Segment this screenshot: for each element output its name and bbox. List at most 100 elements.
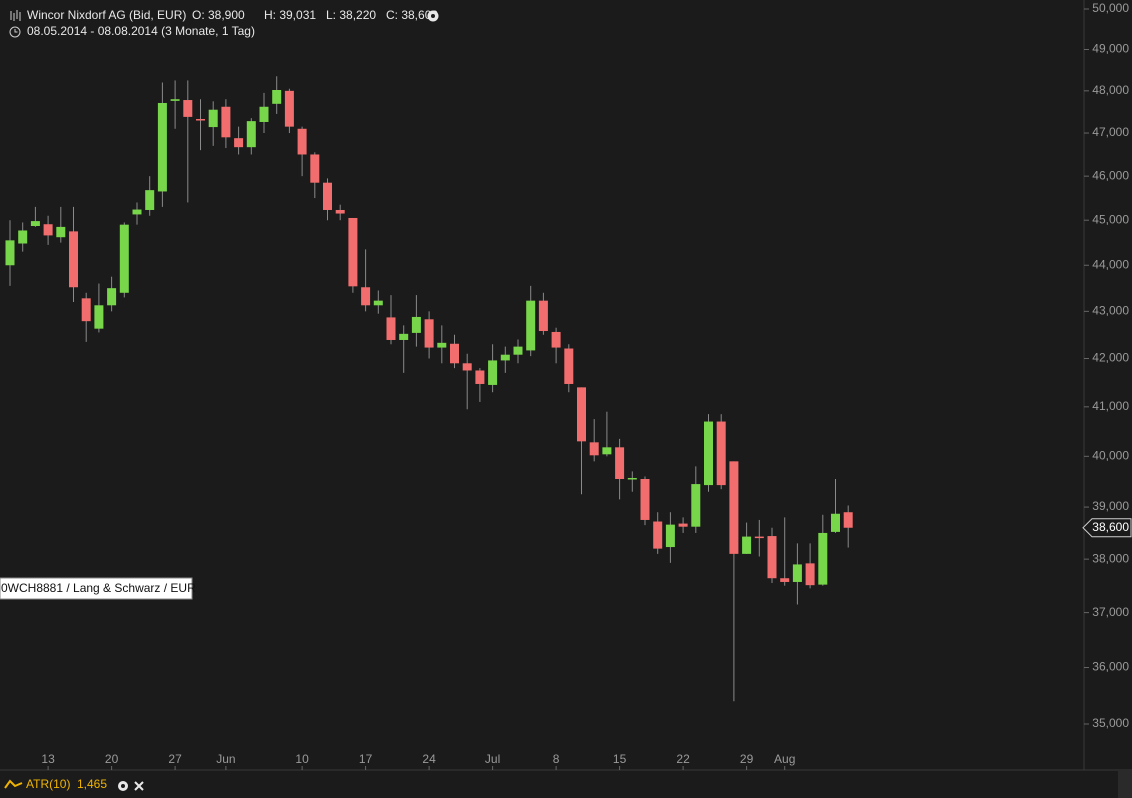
indicator-settings[interactable] [118,781,128,791]
candle-body [665,524,675,548]
y-tick-label: 43,000 [1092,304,1129,318]
scroll-handle[interactable] [1118,770,1132,798]
candle-body [437,342,447,348]
candle-body [450,343,459,364]
chart-subtitle: 08.05.2014 - 08.08.2014 (3 Monate, 1 Tag… [27,24,255,38]
candle-body [81,298,91,322]
quote: O: 38,900 H: 39,031 L: 38,220 C: 38,600 [192,8,438,22]
x-tick-label: 20 [105,752,119,766]
candle-body [691,484,701,527]
candle-body [272,89,282,104]
candle-body [145,190,155,210]
candle-body [843,512,853,528]
candle-body [246,121,256,148]
candle-body [94,305,104,329]
candle-body [335,209,345,214]
candle-body [653,521,663,549]
candle-body [411,316,421,333]
x-tick-label: Aug [774,752,795,766]
candle-body [373,300,383,306]
y-tick-label: 35,000 [1092,716,1129,730]
x-tick-label: 27 [168,752,182,766]
candle-body [399,333,409,340]
candle-body [818,532,828,585]
candle-body [196,119,205,121]
source-label: 0WCH8881 / Lang & Schwarz / EUR [1,581,196,595]
y-tick-label: 46,000 [1092,168,1129,182]
candle-body [424,319,434,348]
candle-body [513,346,523,355]
bars-icon [10,10,21,21]
x-tick-label: Jul [485,752,500,766]
candle-body [577,387,586,442]
x-tick-label: 29 [740,752,754,766]
candle-body [729,461,739,554]
x-tick-label: 8 [553,752,560,766]
candle-body [43,224,53,236]
candle-body [157,102,167,192]
last-price-tag [1082,518,1132,538]
candle-body [831,513,840,532]
candle-body [767,536,777,579]
candle-body [602,447,612,455]
source-box [0,577,193,600]
y-tick-label: 42,000 [1092,351,1129,365]
indicator-close[interactable] [134,781,144,791]
candle-body [742,536,752,554]
x-tick-label: Jun [216,752,235,766]
indicator-icon [4,779,23,789]
candle-body [589,442,599,456]
candle-body [107,288,117,306]
candle-body [475,370,485,384]
x-tick-label: 15 [613,752,627,766]
indicator-name: ATR(10) [26,777,70,791]
y-tick-label: 38,000 [1092,551,1129,565]
candle-body [462,363,472,371]
candle-body [18,230,28,244]
candle-body [805,563,815,586]
candle-body [564,348,574,384]
candle-body [284,90,294,127]
candle-body [780,578,790,582]
candle-body [361,287,371,306]
candle-body [183,100,193,117]
y-tick-label: 45,000 [1092,212,1129,226]
y-tick-label: 39,000 [1092,499,1129,513]
x-tick-label: 17 [359,752,373,766]
candle-body [526,300,536,351]
candle-body [69,231,78,288]
y-tick-label: 47,000 [1092,125,1129,139]
candle-body [170,99,180,101]
indicator-value: 1,465 [77,777,107,791]
x-tick-label: 10 [295,752,309,766]
candle-body [488,360,498,385]
y-tick-label: 50,000 [1092,1,1129,15]
candle-body [208,109,218,128]
candle-body [386,317,396,340]
y-tick-label: 44,000 [1092,257,1129,271]
quote-value: C: 38,600 [386,8,438,22]
quote-value: H: 39,031 [264,8,316,22]
clock-icon [9,26,21,38]
candle-body [551,331,561,348]
chart-title: Wincor Nixdorf AG (Bid, EUR) [27,8,186,22]
candle-body [132,209,142,215]
y-tick-label: 37,000 [1092,605,1129,619]
close-icon[interactable] [427,10,439,22]
candle-body [500,354,510,361]
candle-body [5,240,15,266]
candle-body [615,447,625,479]
candle-body [119,224,129,293]
y-tick-label: 41,000 [1092,399,1129,413]
candle-body [792,564,802,582]
x-tick-label: 24 [422,752,436,766]
quote-value: L: 38,220 [326,8,376,22]
candle-body [56,226,66,238]
last-price-label: 38,600 [1092,520,1129,534]
candle-body [678,523,688,527]
candle-body [348,217,358,287]
candle-body [234,138,244,148]
candle-body [704,421,713,486]
candle-body [30,221,40,227]
